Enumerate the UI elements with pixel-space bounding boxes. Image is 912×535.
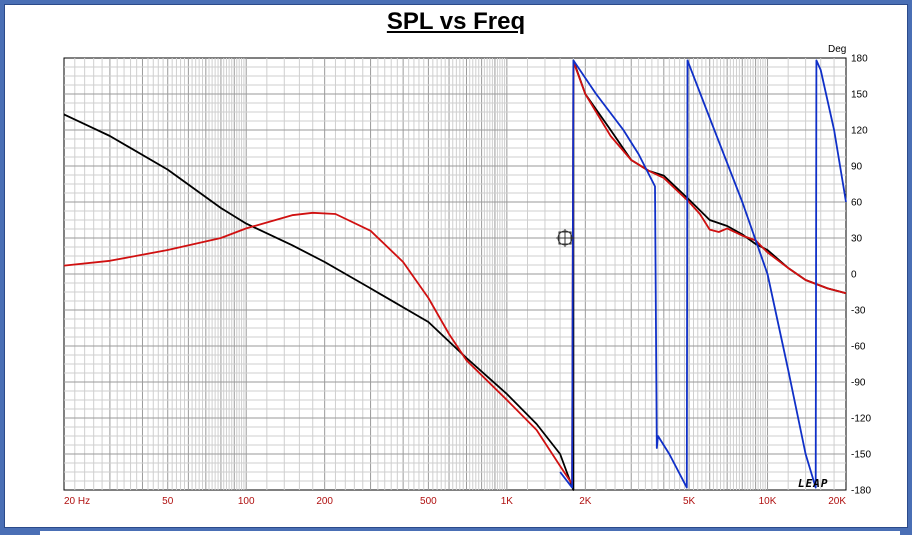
x-tick-label: 20 Hz [64, 496, 90, 507]
y-tick-label: 60 [851, 198, 863, 209]
series-line-3 [559, 59, 847, 489]
x-tick-label: 100 [238, 496, 255, 507]
y-tick-label: 90 [851, 162, 863, 173]
y-tick-label: 180 [851, 54, 868, 65]
window-bottom-strip [0, 529, 912, 535]
y-tick-labels: 180 150 120 90 60 30 0 -30 -60 -90 -120 -150 -180 [851, 54, 871, 497]
leap-watermark: LEAP [798, 477, 829, 490]
crosshair-cursor-icon[interactable] [556, 229, 574, 247]
x-tick-labels: 20 Hz 50 100 200 500 1K 2K 5K 10K 20K [64, 496, 846, 507]
y-tick-label: -90 [851, 378, 866, 389]
y-unit-label: Deg [828, 44, 846, 55]
x-tick-label: 5K [683, 496, 696, 507]
y-tick-label: 30 [851, 234, 863, 245]
grid [64, 58, 846, 490]
y-tick-label: -60 [851, 342, 866, 353]
x-tick-label: 10K [759, 496, 777, 507]
y-tick-label: 0 [851, 270, 857, 281]
x-tick-label: 200 [316, 496, 333, 507]
y-tick-label: -120 [851, 414, 871, 425]
x-tick-label: 1K [501, 496, 514, 507]
series-layer [63, 59, 847, 491]
y-tick-label: -150 [851, 450, 871, 461]
x-tick-label: 2K [579, 496, 592, 507]
y-tick-label: 150 [851, 90, 868, 101]
x-tick-label: 50 [162, 496, 174, 507]
y-tick-label: 120 [851, 126, 868, 137]
chart-title: SPL vs Freq [386, 8, 526, 35]
y-tick-label: -30 [851, 306, 866, 317]
x-tick-label: 500 [420, 496, 437, 507]
x-tick-label: 20K [828, 496, 846, 507]
y-tick-label: -180 [851, 486, 871, 497]
